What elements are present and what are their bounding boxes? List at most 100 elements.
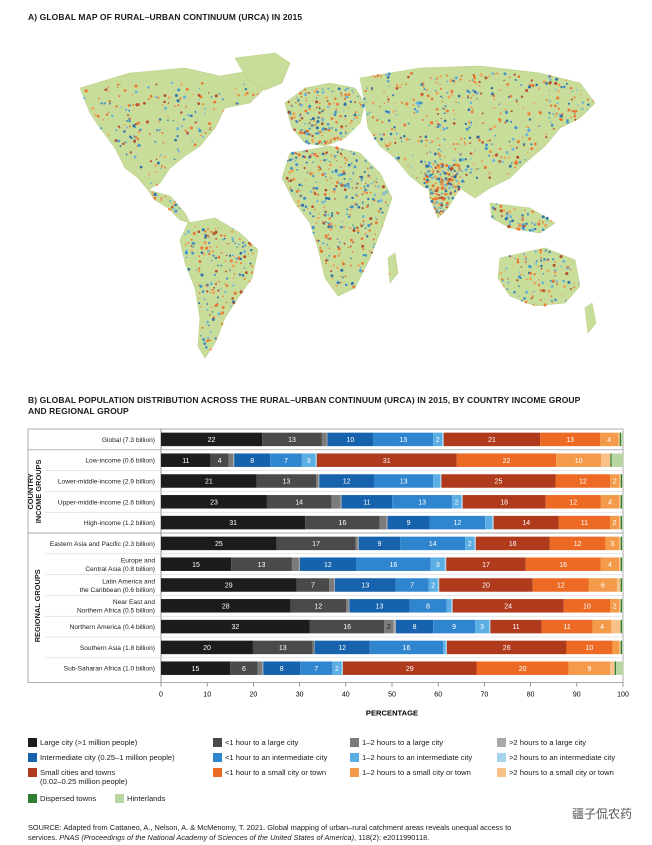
map-urban-dot	[450, 89, 454, 94]
map-urban-dot	[287, 159, 289, 162]
map-urban-dot	[340, 92, 343, 95]
map-urban-dot	[114, 139, 118, 143]
bar-segment	[161, 578, 297, 592]
legend-item: <1 hour to an intermediate city	[213, 753, 327, 762]
x-tick-label: 10	[203, 692, 211, 699]
map-urban-dot	[352, 127, 354, 130]
map-urban-dot	[125, 153, 128, 156]
bar-segment	[430, 557, 445, 571]
map-urban-dot	[472, 73, 475, 77]
map-urban-dot	[388, 85, 390, 87]
map-urban-dot	[243, 250, 246, 254]
map-urban-dot	[372, 245, 375, 248]
map-urban-dot	[438, 181, 441, 184]
map-urban-dot	[197, 102, 201, 105]
map-urban-dot	[292, 112, 296, 116]
map-urban-dot	[424, 144, 427, 147]
data-label: 2	[613, 479, 617, 486]
map-urban-dot	[517, 75, 521, 78]
map-urban-dot	[328, 168, 330, 170]
map-urban-dot	[476, 98, 478, 100]
map-urban-dot	[436, 193, 438, 195]
map-urban-dot	[292, 178, 294, 181]
map-urban-dot	[569, 268, 571, 270]
map-urban-dot	[328, 237, 332, 241]
map-urban-dot	[136, 145, 138, 147]
map-urban-dot	[534, 227, 537, 231]
map-urban-dot	[311, 152, 314, 155]
map-urban-dot	[417, 139, 420, 143]
bar-segment	[622, 599, 623, 613]
map-urban-dot	[394, 157, 398, 160]
map-urban-dot	[362, 223, 365, 226]
bar-segment	[299, 557, 356, 571]
map-urban-dot	[307, 106, 309, 108]
bar-segment	[588, 578, 617, 592]
map-urban-dot	[330, 214, 334, 217]
map-urban-dot	[160, 165, 163, 168]
map-urban-dot	[451, 196, 454, 200]
map-urban-dot	[326, 99, 329, 102]
map-urban-dot	[481, 141, 485, 144]
map-urban-dot	[566, 119, 569, 122]
map-urban-dot	[318, 107, 321, 110]
map-urban-dot	[507, 156, 510, 159]
map-urban-dot	[305, 161, 308, 164]
map-urban-dot	[354, 111, 357, 114]
map-urban-dot	[170, 81, 173, 85]
chart-title-line1: B) GLOBAL POPULATION DISTRIBUTION ACROSS…	[28, 395, 581, 405]
bar-segment	[490, 619, 542, 634]
map-urban-dot	[439, 95, 442, 98]
map-urban-dot	[232, 240, 235, 243]
map-urban-dot	[209, 126, 212, 129]
map-urban-dot	[327, 222, 330, 225]
map-urban-dot	[362, 254, 365, 257]
map-urban-dot	[475, 91, 479, 95]
map-urban-dot	[206, 303, 209, 305]
map-urban-dot	[461, 158, 465, 162]
map-urban-dot	[350, 162, 353, 165]
map-urban-dot	[501, 209, 505, 213]
map-urban-dot	[213, 286, 216, 289]
x-tick-label: 50	[388, 692, 396, 699]
map-urban-dot	[315, 96, 318, 99]
map-urban-dot	[381, 133, 384, 136]
bar-row: Upper-middle-income (2.6 billion) 23 14 11 1…	[58, 495, 623, 509]
bar-segment	[400, 536, 466, 551]
label-frame	[27, 428, 162, 683]
map-urban-dot	[297, 99, 300, 102]
bar-segment	[409, 599, 447, 613]
data-label: 22	[208, 437, 216, 444]
map-urban-dot	[529, 83, 532, 87]
bar-segment	[263, 661, 301, 675]
map-urban-dot	[288, 170, 292, 175]
map-urban-dot	[378, 118, 380, 120]
map-urban-dot	[535, 260, 538, 263]
bar-segment	[440, 474, 442, 488]
map-urban-dot	[537, 125, 540, 127]
map-urban-dot	[185, 105, 188, 108]
map-urban-dot	[457, 102, 460, 104]
map-urban-dot	[215, 283, 217, 286]
map-urban-dot	[315, 100, 319, 104]
map-urban-dot	[442, 209, 445, 212]
map-urban-dot	[438, 196, 441, 199]
map-urban-dot	[440, 203, 444, 207]
map-urban-dot	[347, 185, 351, 189]
map-urban-dot	[359, 266, 362, 269]
map-urban-dot	[445, 163, 449, 168]
bar-segment	[276, 536, 356, 551]
map-urban-dot	[230, 305, 232, 307]
map-urban-dot	[155, 158, 158, 160]
map-urban-dot	[458, 167, 461, 169]
map-urban-dot	[361, 215, 365, 218]
data-label: 2	[335, 666, 339, 673]
map-urban-dot	[220, 264, 223, 267]
category-label: Global (7.3 billion)	[102, 437, 155, 444]
map-urban-dot	[117, 83, 120, 86]
data-label: 16	[343, 624, 351, 631]
map-urban-dot	[308, 155, 311, 159]
map-urban-dot	[329, 140, 332, 143]
map-urban-dot	[120, 106, 122, 108]
map-urban-dot	[542, 272, 545, 275]
